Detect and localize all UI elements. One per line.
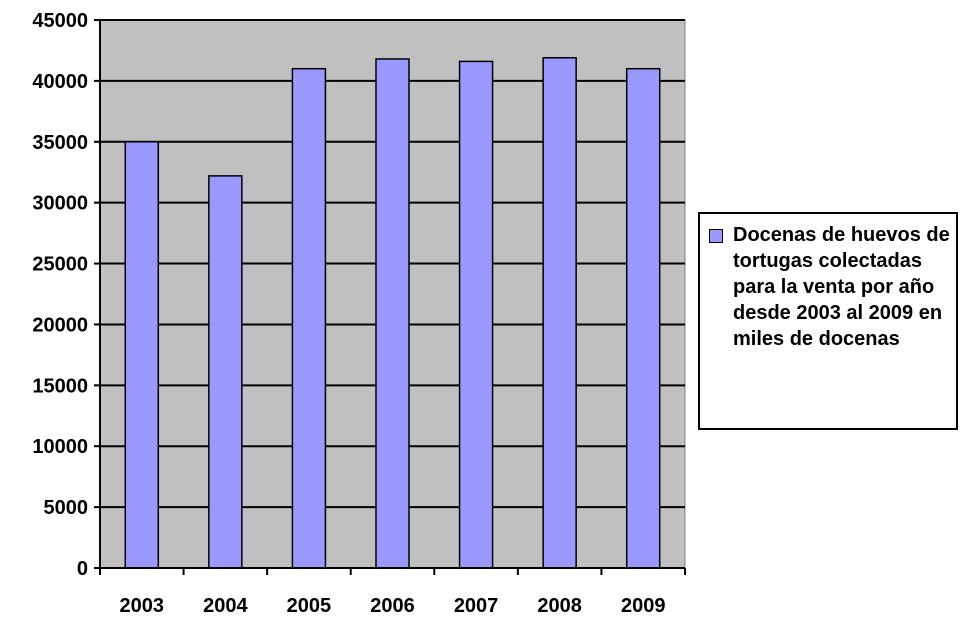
y-tick-label: 5000 [44, 497, 89, 519]
y-tick-label: 35000 [32, 132, 88, 154]
legend: Docenas de huevos de tortugas colectadas… [698, 212, 958, 430]
y-axis-ticks: 0 5000 10000 15000 20000 25000 30000 35000 40000… [32, 10, 100, 580]
y-tick-label: 15000 [32, 375, 88, 397]
x-tick-label: 2009 [621, 595, 666, 617]
bar-2003 [124, 141, 160, 569]
bar-2009 [625, 67, 661, 569]
bar-2005 [291, 67, 327, 569]
y-tick-label: 45000 [32, 10, 88, 32]
y-tick-label: 0 [77, 558, 88, 580]
y-tick-label: 30000 [32, 193, 88, 215]
y-tick-label: 10000 [32, 436, 88, 458]
bar-2006 [375, 58, 410, 569]
y-tick-label: 20000 [32, 314, 88, 336]
x-tick-label: 2007 [454, 595, 499, 617]
x-axis-ticks: 2003 2004 2005 2006 2007 2008 2009 [99, 568, 686, 617]
bar-2004 [208, 175, 243, 569]
x-tick-label: 2006 [370, 595, 415, 617]
x-tick-label: 2008 [537, 595, 582, 617]
bar-2007 [458, 60, 494, 569]
y-tick-label: 40000 [32, 71, 88, 93]
x-tick-label: 2005 [287, 595, 332, 617]
bars [124, 57, 661, 569]
x-tick-label: 2003 [120, 595, 165, 617]
bar-2008 [542, 57, 577, 569]
x-tick-label: 2004 [203, 595, 248, 617]
legend-swatch [709, 229, 723, 243]
y-tick-label: 25000 [32, 254, 88, 276]
legend-label: Docenas de huevos de tortugas colectadas… [733, 224, 950, 350]
